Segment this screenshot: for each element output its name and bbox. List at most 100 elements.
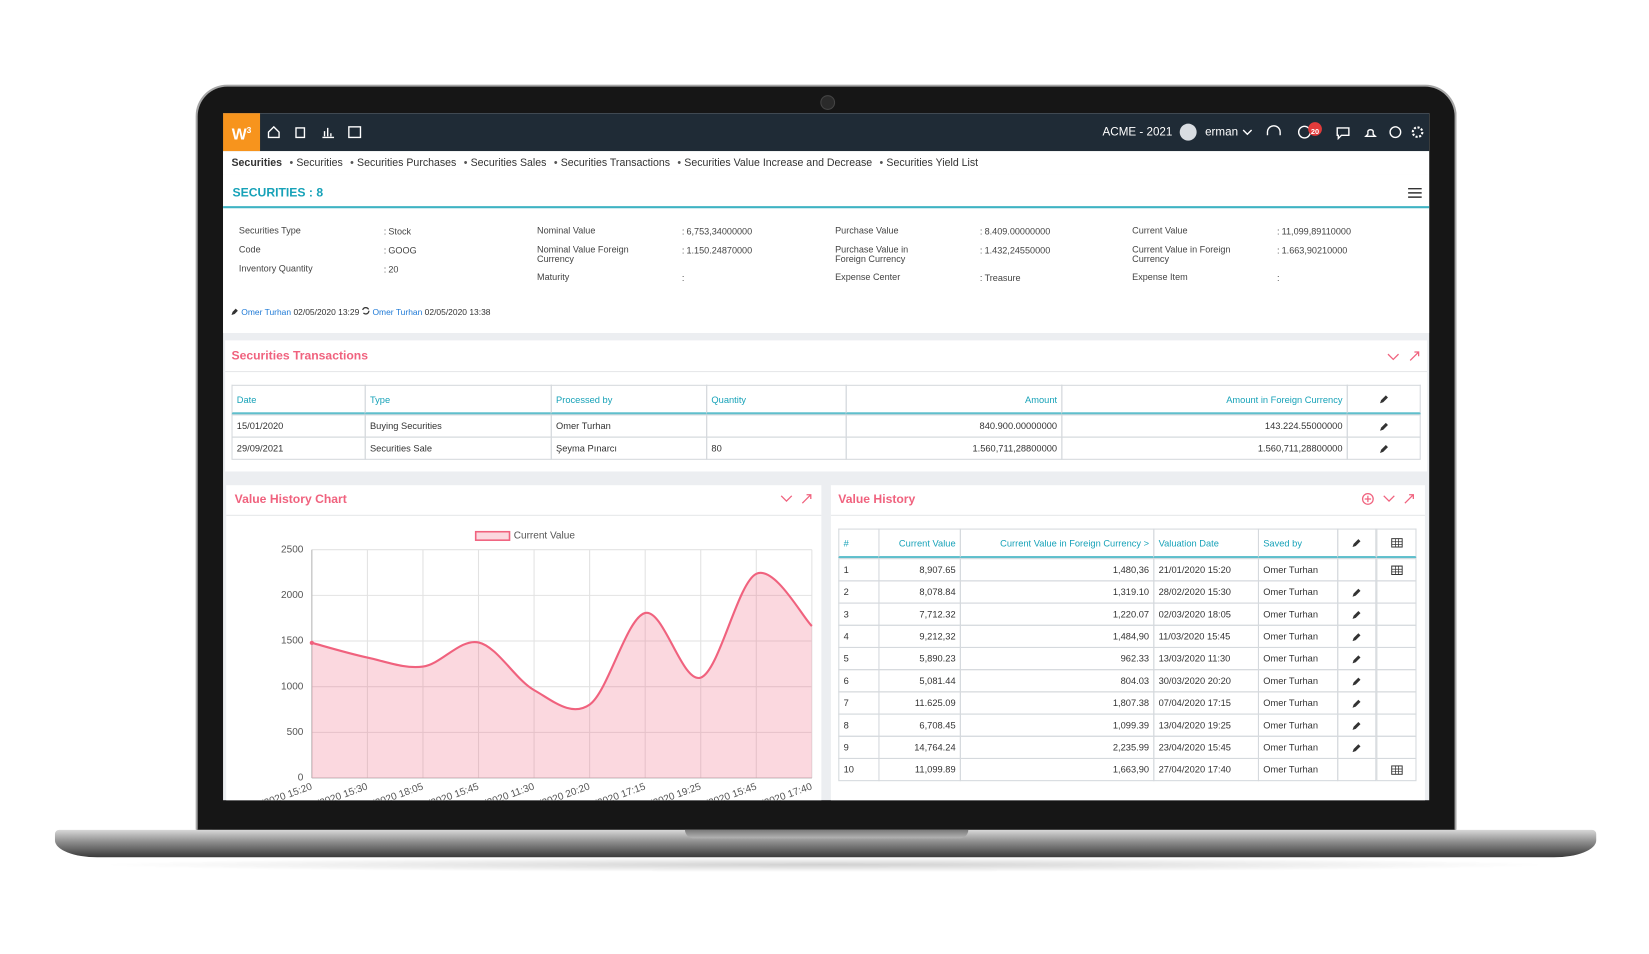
- calendar-icon[interactable]: [348, 126, 362, 139]
- breadcrumb-item[interactable]: Securities Sales: [464, 158, 547, 170]
- column-header[interactable]: Type: [364, 384, 552, 415]
- action-cell[interactable]: [1337, 669, 1377, 693]
- action-cell[interactable]: [1337, 713, 1377, 737]
- detail-item: Current Value 11,099,89110000: [1132, 226, 1417, 237]
- action-cell[interactable]: [1376, 646, 1417, 671]
- breadcrumb-item[interactable]: Securities Transactions: [554, 158, 670, 170]
- y-tick-label: 500: [287, 727, 304, 738]
- table-cell: 804.03: [959, 669, 1155, 693]
- action-cell[interactable]: [1376, 602, 1417, 626]
- column-header[interactable]: Date: [231, 384, 366, 415]
- table-cell: 27/04/2020 17:40: [1153, 757, 1260, 782]
- detail-value: 8.409.00000000: [980, 226, 1051, 237]
- table-cell: 8,907.65: [878, 558, 961, 582]
- top-bar: [223, 113, 1430, 152]
- company[interactable]: ACME - 2021: [1102, 125, 1173, 139]
- action-cell[interactable]: [1346, 436, 1421, 460]
- expand-icon[interactable]: [1409, 351, 1420, 361]
- column-header[interactable]: Current Value: [878, 528, 961, 559]
- column-header[interactable]: Processed by: [550, 384, 708, 415]
- table-cell: Şeyma Pınarcı: [550, 436, 708, 460]
- column-header[interactable]: Valuation Date: [1153, 528, 1260, 559]
- action-cell[interactable]: [1376, 558, 1417, 582]
- support-icon[interactable]: [1266, 125, 1281, 136]
- action-cell[interactable]: [1337, 757, 1377, 782]
- home-icon[interactable]: [267, 125, 280, 139]
- action-cell[interactable]: [1337, 646, 1377, 671]
- table-cell: 5,890.23: [878, 646, 961, 671]
- table-cell: 5: [838, 646, 880, 671]
- avatar[interactable]: [1179, 123, 1197, 141]
- action-cell[interactable]: [1376, 691, 1417, 715]
- logo[interactable]: W3: [223, 113, 261, 152]
- action-cell[interactable]: [1376, 757, 1417, 782]
- table-cell: 9,212,32: [878, 624, 961, 649]
- chat-icon[interactable]: [1336, 127, 1350, 141]
- refresh-icon: [362, 306, 370, 315]
- user-chevron[interactable]: [1242, 129, 1253, 136]
- table-cell: Securities Sale: [364, 436, 552, 460]
- expand-icon[interactable]: [801, 494, 812, 504]
- detail-value: 20: [384, 264, 398, 275]
- table-cell: 1,480,36: [959, 558, 1155, 582]
- table-cell: 02/03/2020 18:05: [1153, 602, 1260, 626]
- action-cell[interactable]: [1337, 691, 1377, 715]
- action-cell[interactable]: [1376, 669, 1417, 693]
- chart-icon[interactable]: [322, 127, 335, 139]
- user-name[interactable]: erman: [1205, 125, 1239, 139]
- table-cell: 29/09/2021: [231, 436, 366, 460]
- add-icon-cross: [1364, 495, 1372, 503]
- breadcrumb-item[interactable]: Securities: [231, 157, 283, 170]
- help-icon[interactable]: [1389, 126, 1402, 139]
- column-header[interactable]: Quantity: [706, 384, 847, 415]
- breadcrumb-item[interactable]: Securities Value Increase and Decrease: [677, 158, 872, 170]
- add-icon[interactable]: [1361, 493, 1374, 505]
- notification-badge: 20: [1311, 127, 1319, 136]
- detail-value: 6,753,34000000: [682, 226, 752, 237]
- settings-icon[interactable]: [1411, 126, 1424, 138]
- detail-label: Current Value: [1132, 225, 1188, 236]
- column-header[interactable]: Amount in Foreign Currency: [1061, 384, 1348, 415]
- column-header[interactable]: Current Value in Foreign Currency >: [959, 528, 1155, 559]
- detail-label: Code: [238, 244, 261, 255]
- table-cell: 1,220.07: [959, 602, 1155, 626]
- bell-icon[interactable]: [1364, 129, 1377, 138]
- action-cell[interactable]: [1337, 558, 1377, 582]
- action-cell[interactable]: [1346, 414, 1421, 438]
- y-tick-label: 2000: [281, 590, 304, 601]
- action-cell[interactable]: [1337, 735, 1377, 759]
- action-cell[interactable]: [1337, 580, 1377, 604]
- column-header[interactable]: #: [838, 528, 880, 559]
- action-cell[interactable]: [1337, 602, 1377, 626]
- list-icon[interactable]: [1408, 187, 1422, 199]
- transactions-title: Securities Transactions: [231, 349, 369, 363]
- breadcrumb-item[interactable]: Securities Purchases: [350, 158, 456, 170]
- point: [309, 640, 314, 645]
- cup-icon[interactable]: [295, 127, 306, 139]
- action-cell[interactable]: [1376, 735, 1417, 759]
- detail-item: Purchase Value 8.409.00000000: [835, 226, 1120, 237]
- collapse-icon[interactable]: [780, 495, 793, 502]
- action-cell[interactable]: [1376, 713, 1417, 737]
- breadcrumb-item[interactable]: Securities: [289, 158, 342, 170]
- created-by[interactable]: Omer Turhan: [241, 307, 292, 318]
- y-tick-label: 1500: [281, 636, 304, 647]
- collapse-icon[interactable]: [1387, 353, 1399, 361]
- modified-by[interactable]: Omer Turhan: [372, 307, 423, 318]
- expand-icon[interactable]: [1404, 494, 1414, 504]
- action-cell[interactable]: [1337, 624, 1377, 649]
- action-cell[interactable]: [1376, 580, 1417, 604]
- column-header[interactable]: Saved by: [1257, 528, 1339, 559]
- table-cell: 7,712.32: [878, 602, 961, 626]
- action-cell[interactable]: [1376, 624, 1417, 649]
- detail-item: Expense Center Treasure: [835, 272, 1120, 283]
- table-cell: Omer Turhan: [1257, 646, 1339, 671]
- legend-swatch: [474, 530, 511, 541]
- detail-item: Expense Item: [1132, 272, 1417, 284]
- detail-column: Securities Type Stock Code GOOG Inventory Qu…: [239, 226, 524, 275]
- collapse-icon[interactable]: [1383, 495, 1395, 502]
- detail-label: Purchase Value: [835, 225, 899, 236]
- column-header[interactable]: Amount: [845, 384, 1063, 415]
- breadcrumb-item[interactable]: Securities Yield List: [880, 158, 978, 170]
